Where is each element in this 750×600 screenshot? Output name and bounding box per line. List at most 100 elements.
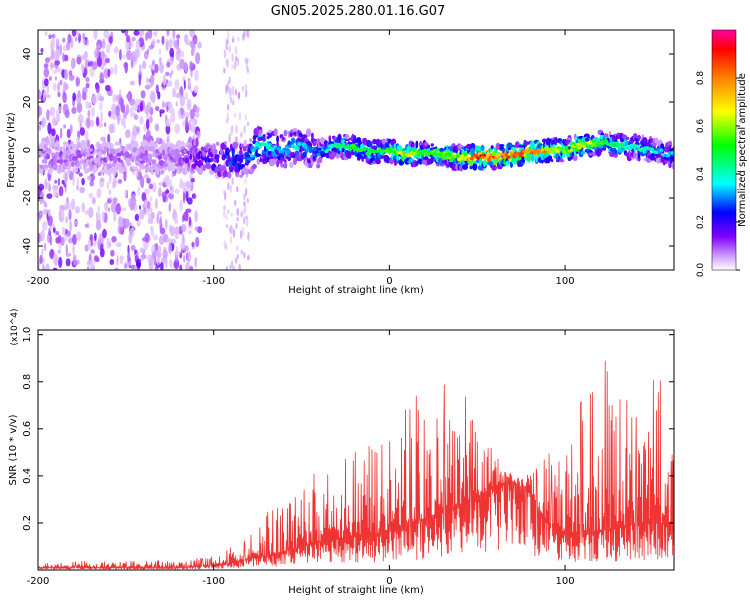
heatmap-cell [54, 141, 61, 148]
heatmap-cell [158, 181, 164, 187]
heatmap-cell [223, 210, 226, 219]
heatmap-cell [138, 30, 145, 37]
heatmap-cell [99, 101, 103, 111]
heatmap-cell [174, 162, 180, 167]
heatmap-cell [99, 72, 104, 84]
heatmap-cell [670, 151, 674, 155]
heatmap-cell [154, 123, 160, 132]
x-tick-label: 0 [386, 276, 392, 287]
heatmap-cell [94, 148, 98, 154]
heatmap-cell [48, 76, 52, 81]
heatmap-cell [86, 261, 91, 266]
heatmap-cell [72, 254, 77, 266]
heatmap-cell [189, 265, 194, 270]
heatmap-cell [44, 31, 48, 36]
heatmap-cell [46, 109, 50, 121]
heatmap-cell [193, 38, 198, 44]
heatmap-cell [108, 207, 111, 212]
heatmap-cell [75, 231, 82, 241]
heatmap-cell [153, 142, 159, 149]
heatmap-cell [84, 130, 89, 142]
heatmap-cell [485, 154, 490, 158]
heatmap-cell [165, 38, 169, 51]
heatmap-cell [82, 91, 87, 101]
heatmap-cell [569, 148, 574, 152]
heatmap-cell [214, 152, 218, 160]
heatmap-cell [225, 244, 228, 250]
heatmap-cell [284, 159, 287, 164]
heatmap-cell [174, 218, 179, 225]
heatmap-cell [155, 242, 159, 252]
heatmap-cell [146, 118, 150, 131]
heatmap-cell [262, 134, 266, 138]
heatmap-cell [52, 187, 59, 198]
heatmap-cell [96, 56, 102, 67]
heatmap-cell [62, 37, 66, 43]
heatmap-cell [39, 254, 43, 265]
heatmap-cell [72, 244, 75, 255]
heatmap-cell [58, 186, 64, 197]
heatmap-cell [107, 68, 111, 78]
heatmap-cell [63, 183, 67, 188]
heatmap-cell [147, 101, 152, 110]
chart-title: GN05.2025.280.01.16.G07 [271, 4, 446, 19]
heatmap-cell [186, 180, 191, 188]
heatmap-cell [225, 45, 229, 51]
heatmap-cell [146, 200, 151, 210]
heatmap-cell [238, 112, 242, 121]
heatmap-cell [108, 123, 114, 134]
heatmap-cell [615, 141, 620, 145]
heatmap-cell [671, 161, 674, 170]
heatmap-cell [604, 139, 609, 143]
heatmap-cell [154, 198, 158, 209]
x-tick-label: -100 [202, 276, 225, 287]
heatmap-cell [130, 57, 134, 69]
heatmap-cell [48, 34, 52, 39]
heatmap-cell [469, 165, 473, 170]
heatmap-cell [151, 251, 157, 260]
heatmap-cell [235, 222, 238, 230]
heatmap-cell [47, 233, 50, 244]
heatmap-cell [125, 259, 132, 266]
heatmap-cell [238, 174, 243, 178]
heatmap-cell [452, 152, 457, 156]
heatmap-cell [57, 234, 62, 244]
heatmap-cell [88, 192, 94, 199]
heatmap-cell [240, 211, 243, 218]
heatmap-cell [227, 30, 230, 41]
heatmap-cell [144, 106, 149, 114]
heatmap-cell [192, 193, 197, 199]
heatmap-cell [166, 105, 169, 112]
heatmap-cell [172, 30, 176, 40]
heatmap-cell [49, 106, 56, 117]
heatmap-cell [59, 44, 62, 56]
heatmap-cell [147, 30, 153, 40]
heatmap-cell [363, 146, 368, 151]
heatmap-cell [52, 227, 56, 234]
heatmap-cell [666, 156, 670, 161]
heatmap-cell [232, 157, 238, 163]
heatmap-cell [108, 36, 114, 44]
heatmap-cell [79, 165, 82, 170]
heatmap-cell [159, 62, 164, 74]
heatmap-cell [422, 149, 427, 153]
heatmap-cell [99, 178, 105, 182]
heatmap-cell [44, 178, 48, 190]
heatmap-cell [657, 151, 662, 155]
heatmap-cell [248, 157, 253, 161]
heatmap-cell [300, 136, 306, 144]
heatmap-cell [125, 93, 131, 99]
heatmap-cell [113, 267, 120, 270]
heatmap-cell [189, 153, 192, 161]
heatmap-cell [91, 174, 95, 181]
heatmap-cell [490, 145, 494, 150]
heatmap-cell [262, 136, 266, 142]
heatmap-cell [224, 169, 227, 175]
heatmap-cell [491, 164, 497, 171]
heatmap-cell [295, 146, 300, 151]
heatmap-cell [147, 153, 153, 159]
heatmap-cell [469, 157, 474, 161]
heatmap-cell [156, 251, 162, 259]
heatmap-cell [76, 177, 80, 187]
